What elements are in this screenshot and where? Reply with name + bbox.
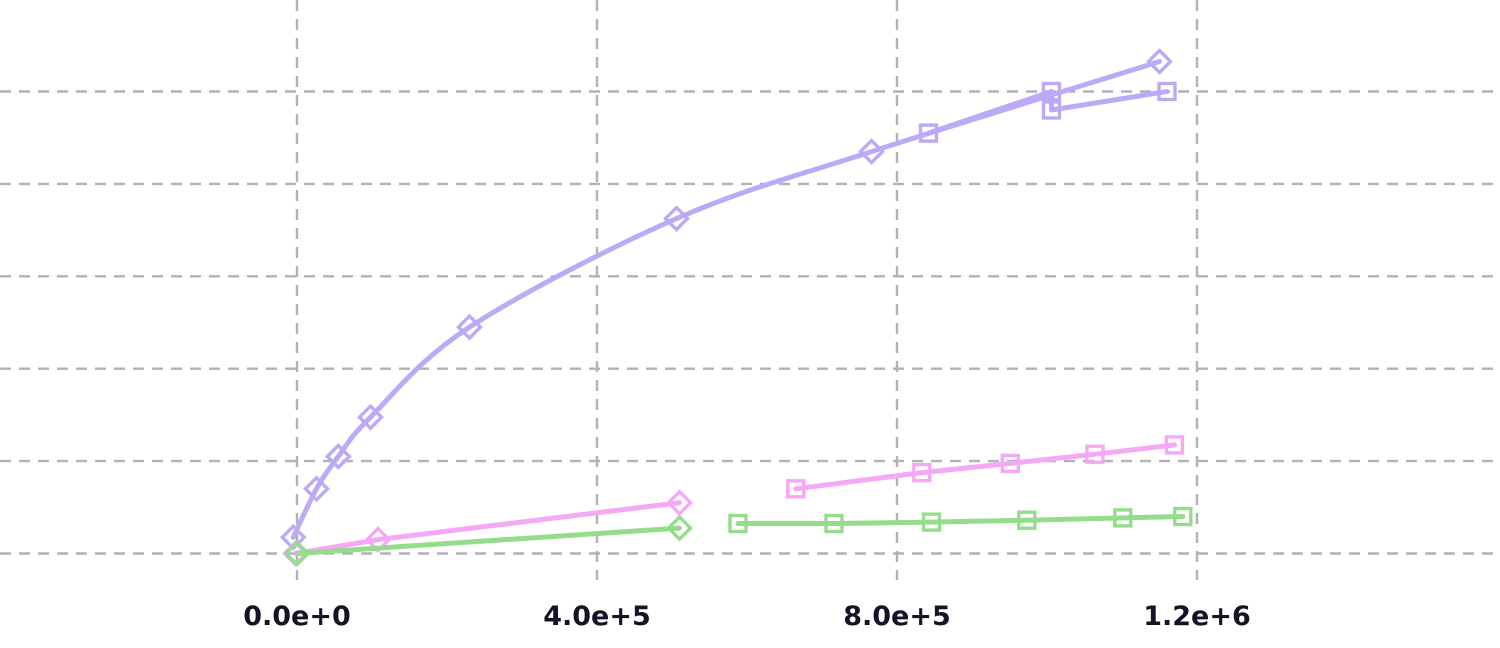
data-point-square — [786, 479, 806, 499]
data-point-diamond — [663, 205, 690, 233]
series-line — [290, 59, 1162, 540]
data-point-diamond — [666, 514, 693, 542]
x-tick-label: 1.2e+6 — [1143, 601, 1251, 632]
plot-area — [279, 48, 1193, 567]
data-point-square — [1173, 506, 1193, 527]
series-5 — [728, 506, 1193, 534]
data-point-diamond — [357, 403, 384, 431]
series-4 — [283, 514, 693, 567]
data-point-square — [912, 462, 932, 483]
data-point-diamond — [666, 489, 693, 517]
data-point-square — [1017, 510, 1037, 530]
data-point-square — [1041, 81, 1062, 102]
data-point-diamond — [1146, 48, 1173, 75]
series-1 — [918, 81, 1177, 143]
data-point-square — [1041, 100, 1062, 120]
data-point-diamond — [456, 313, 483, 341]
data-point-diamond — [324, 443, 352, 470]
data-point-square — [1164, 435, 1185, 455]
data-point-diamond — [858, 138, 885, 166]
data-point-square — [1000, 453, 1020, 474]
data-point-square — [1157, 81, 1177, 102]
data-point-square — [918, 123, 939, 143]
data-point-square — [921, 512, 942, 532]
series-line — [294, 525, 682, 556]
data-point-square — [1085, 444, 1105, 464]
x-tick-label: 8.0e+5 — [843, 601, 951, 632]
data-point-diamond — [303, 475, 330, 503]
series-3 — [786, 435, 1185, 499]
grid — [0, 0, 1500, 580]
data-point-square — [728, 513, 748, 534]
data-point-square — [1113, 508, 1133, 528]
data-point-diamond — [283, 540, 311, 567]
series-line — [293, 500, 682, 556]
x-axis-ticks: 0.0e+0 4.0e+5 8.0e+5 1.2e+6 — [243, 601, 1251, 632]
data-point-square — [824, 513, 844, 534]
x-tick-label: 4.0e+5 — [543, 601, 651, 632]
series-line — [793, 442, 1177, 492]
series-line — [735, 514, 1186, 526]
x-tick-label: 0.0e+0 — [243, 601, 351, 632]
series-0 — [279, 48, 1173, 551]
